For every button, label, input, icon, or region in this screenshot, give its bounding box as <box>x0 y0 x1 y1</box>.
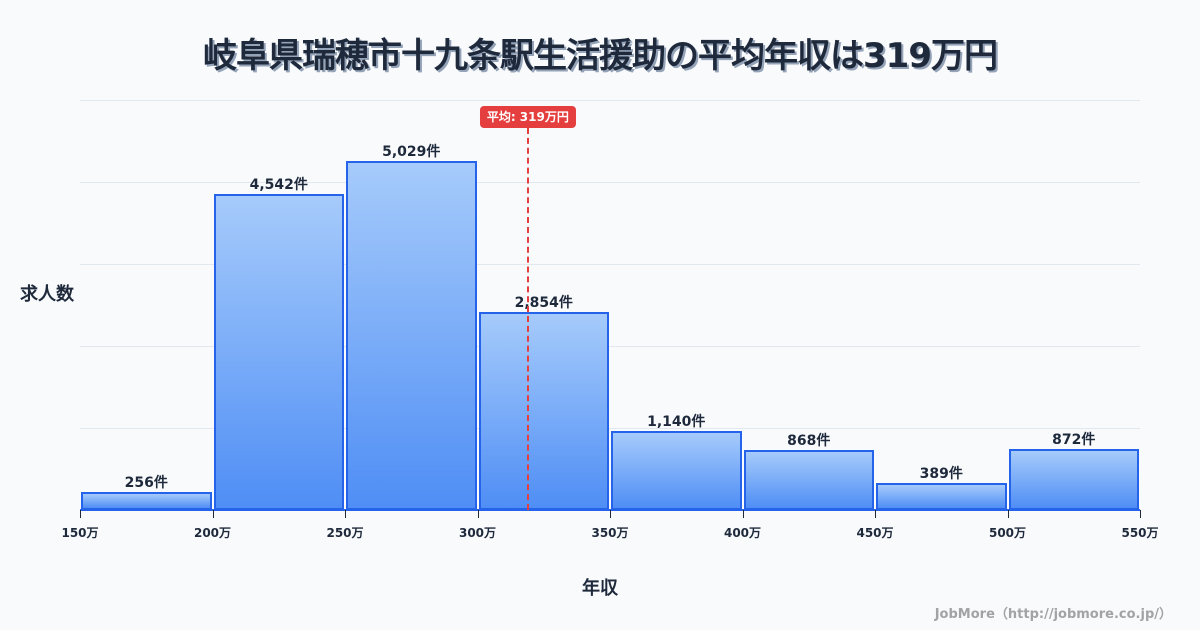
x-tick <box>610 510 611 518</box>
bar-value-label: 256件 <box>124 475 168 492</box>
x-tick-label: 200万 <box>193 526 232 540</box>
average-line <box>526 128 529 510</box>
x-tick-label: 350万 <box>591 526 629 540</box>
x-tick <box>1140 510 1141 518</box>
histogram-bar <box>478 311 609 510</box>
x-axis-label: 年収 <box>582 578 618 599</box>
x-tick <box>80 510 81 518</box>
bar-value-label: 2,854件 <box>514 294 573 311</box>
x-tick <box>345 510 346 518</box>
x-tick <box>1007 510 1009 518</box>
bar-value-label: 4,542件 <box>249 177 308 194</box>
x-tick <box>212 510 214 518</box>
average-badge: 平均: 319万円 <box>479 106 576 128</box>
bar-value-label: 872件 <box>1052 432 1096 449</box>
gridline <box>80 182 1140 183</box>
histogram-bar <box>1008 449 1139 510</box>
x-tick-label: 250万 <box>326 526 364 540</box>
histogram-bar <box>743 449 874 510</box>
gridline <box>80 264 1140 265</box>
x-tick <box>875 510 876 518</box>
x-tick <box>742 510 744 518</box>
x-tick-label: 450万 <box>856 526 894 540</box>
x-tick <box>477 510 479 518</box>
x-tick-label: 500万 <box>988 526 1027 540</box>
bar-value-label: 389件 <box>919 465 963 482</box>
histogram-bar <box>876 482 1007 510</box>
x-tick-label: 550万 <box>1121 526 1159 540</box>
x-tick-label: 150万 <box>61 526 99 540</box>
histogram-bar <box>213 194 344 510</box>
x-tick-label: 300万 <box>458 526 497 540</box>
histogram-bar <box>346 160 477 510</box>
source-credit: JobMore（http://jobmore.co.jp/） <box>934 607 1172 622</box>
plot-area: 256件 4,542件 5,029件 2,854件 1,140件 868件 389件 872件 <box>80 100 1140 510</box>
gridline <box>80 100 1140 101</box>
y-axis-label: 求人数 <box>20 284 74 305</box>
x-tick-label: 400万 <box>723 526 762 540</box>
chart-title: 岐阜県瑞穂市十九条駅生活援助の平均年収は319万円 <box>203 36 998 76</box>
histogram-bar <box>611 430 742 510</box>
bar-value-label: 1,140件 <box>647 413 706 430</box>
bar-value-label: 5,029件 <box>382 143 441 160</box>
gridline <box>80 346 1140 347</box>
gridline <box>80 428 1140 429</box>
histogram-bar <box>81 492 212 510</box>
bar-value-label: 868件 <box>787 432 831 449</box>
